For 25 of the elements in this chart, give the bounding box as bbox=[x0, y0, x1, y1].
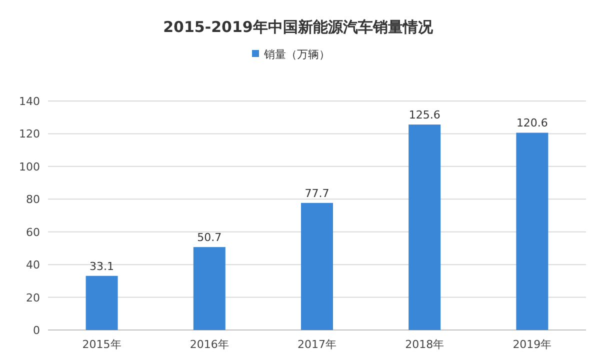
bar bbox=[516, 132, 548, 330]
y-tick-label: 20 bbox=[26, 291, 40, 304]
legend: 销量（万辆） bbox=[252, 48, 330, 61]
data-label: 77.7 bbox=[304, 186, 330, 200]
y-tick-label: 100 bbox=[19, 160, 40, 174]
y-tick-label: 140 bbox=[19, 95, 40, 108]
x-tick-label: 2019年 bbox=[512, 338, 552, 351]
chart-title: 2015-2019年中国新能源汽车销量情况 bbox=[163, 18, 434, 36]
data-label: 33.1 bbox=[90, 260, 114, 273]
data-label: 125.6 bbox=[408, 108, 440, 122]
x-tick-label: 2017年 bbox=[298, 338, 336, 351]
y-tick-label: 40 bbox=[26, 258, 40, 272]
y-tick-label: 120 bbox=[19, 128, 40, 141]
y-tick-label: 60 bbox=[26, 226, 40, 239]
y-tick-label: 80 bbox=[26, 193, 40, 206]
x-tick-label: 2018年 bbox=[405, 338, 444, 351]
data-label: 120.6 bbox=[516, 116, 548, 130]
bar bbox=[301, 202, 333, 330]
bar bbox=[86, 276, 118, 330]
x-tick-label: 2016年 bbox=[190, 338, 229, 351]
y-tick-label: 0 bbox=[33, 324, 40, 337]
bar bbox=[408, 124, 441, 330]
x-tick-label: 2015年 bbox=[82, 338, 122, 351]
data-label: 50.7 bbox=[197, 231, 222, 244]
bar bbox=[193, 247, 226, 330]
